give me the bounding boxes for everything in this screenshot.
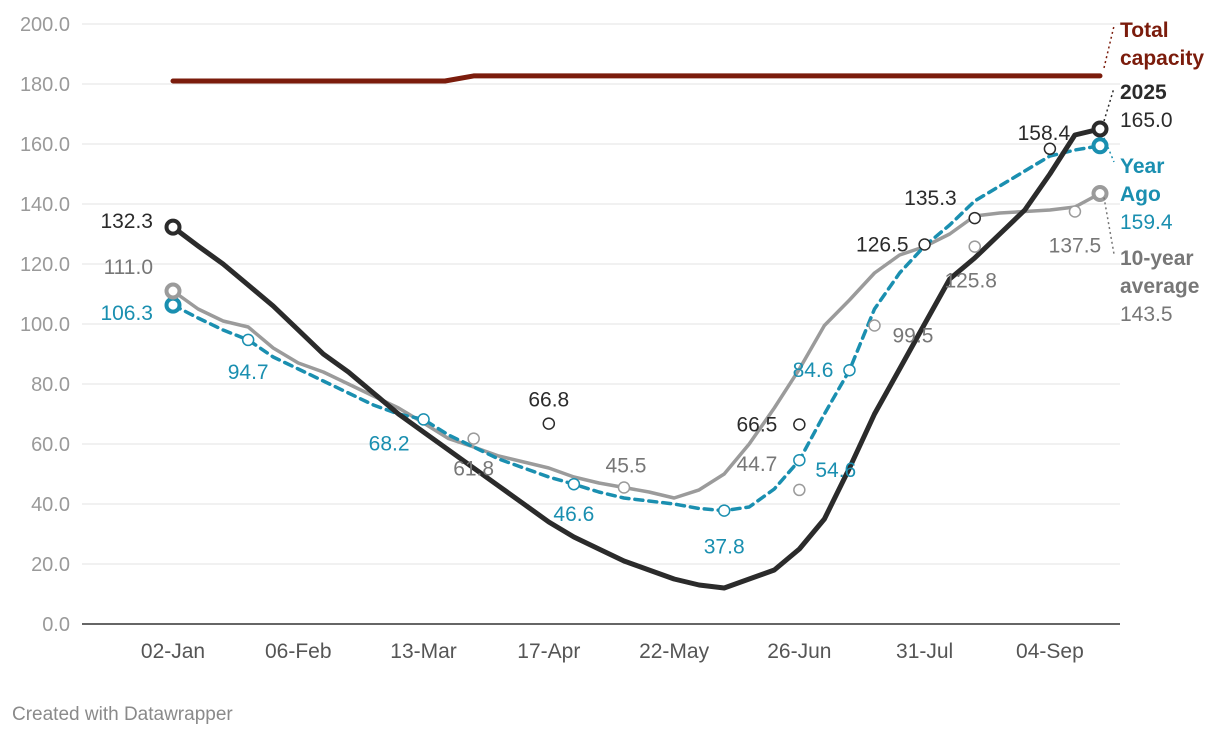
series-labels: 132.3 66.8 66.5 126.5 135.3 158.4 106.3 94.7 68.… [100, 19, 1204, 559]
series-end-label: Total [1120, 19, 1169, 42]
data-label: 135.3 [904, 187, 957, 210]
series-end-label: 2025 [1120, 81, 1167, 104]
data-label: 126.5 [856, 234, 909, 257]
data-point [868, 319, 881, 332]
series-end-value: 165.0 [1120, 109, 1173, 132]
x-tick-label: 26-Jun [767, 640, 831, 663]
x-tick-label: 04-Sep [1016, 640, 1084, 663]
end-point [1091, 185, 1109, 202]
y-tick-label: 20.0 [31, 554, 70, 576]
x-tick-label: 02-Jan [141, 640, 205, 663]
series-line-total-capacity [170, 73, 1103, 84]
data-point [843, 363, 856, 377]
y-tick-label: 100.0 [20, 314, 70, 336]
x-tick-label: 31-Jul [896, 640, 953, 663]
data-point [164, 282, 182, 300]
data-label: 68.2 [369, 432, 410, 455]
x-tick-label: 13-Mar [390, 640, 457, 663]
data-label: 54.6 [815, 459, 856, 482]
y-tick-label: 180.0 [20, 74, 70, 96]
data-point [717, 504, 731, 517]
connector-line [1103, 197, 1115, 255]
series-end-label: capacity [1120, 47, 1204, 70]
data-label: 132.3 [100, 210, 153, 233]
data-point [617, 481, 631, 494]
series-end-value: 143.5 [1120, 303, 1173, 326]
connector-line [1103, 137, 1115, 163]
data-label: 106.3 [100, 302, 153, 325]
y-tick-label: 160.0 [20, 134, 70, 156]
data-label: 137.5 [1049, 235, 1102, 258]
series-end-label: 10-year [1120, 247, 1194, 270]
data-point [793, 483, 806, 497]
y-tick-label: 80.0 [31, 374, 70, 396]
series-line-10-year-average [171, 191, 1102, 500]
data-point [164, 296, 182, 314]
data-point [467, 432, 480, 445]
series-end-value: 159.4 [1120, 211, 1173, 234]
y-tick-label: 200.0 [20, 14, 70, 36]
data-point [793, 418, 806, 431]
data-point [1068, 205, 1082, 218]
x-tick-label: 06-Feb [265, 640, 332, 663]
series-line-2025 [170, 126, 1103, 591]
data-label: 44.7 [736, 453, 777, 476]
series-end-label: Year [1120, 155, 1164, 178]
data-label: 99.5 [893, 325, 934, 348]
x-tick-label: 22-May [639, 640, 710, 663]
end-point [1091, 137, 1109, 155]
series-end-label: average [1120, 275, 1199, 298]
data-label: 37.8 [704, 536, 745, 559]
y-tick-label: 60.0 [31, 434, 70, 456]
data-label: 84.6 [793, 359, 834, 382]
data-label: 46.6 [553, 503, 594, 526]
data-point [793, 453, 806, 467]
series-line-year-ago [171, 144, 1102, 513]
chart: 0.0 20.0 40.0 60.0 80.0 100.0 120.0 140.0 160.0 1… [20, 14, 1204, 663]
data-point [417, 413, 430, 426]
series-lines [170, 73, 1103, 591]
data-point [918, 238, 931, 251]
data-label: 94.7 [228, 361, 269, 384]
connector-line [1103, 25, 1115, 69]
end-point [1091, 120, 1109, 138]
y-tick-label: 120.0 [20, 254, 70, 276]
connector-line [1103, 87, 1115, 122]
data-label: 66.5 [736, 414, 777, 437]
y-axis: 0.0 20.0 40.0 60.0 80.0 100.0 120.0 140.0 160.0 1… [20, 14, 70, 636]
data-label: 158.4 [1018, 122, 1071, 145]
data-point [567, 477, 581, 491]
x-axis: 02-Jan 06-Feb 13-Mar 17-Apr 22-May 26-Jun 31-J… [141, 640, 1084, 663]
y-tick-label: 40.0 [31, 494, 70, 516]
data-label: 45.5 [606, 455, 647, 478]
data-point [1043, 142, 1057, 156]
data-point [542, 417, 556, 430]
data-point [241, 333, 255, 347]
grid [82, 23, 1120, 625]
data-label: 61.8 [453, 458, 494, 481]
x-tick-label: 17-Apr [517, 640, 580, 663]
series-end-label: Ago [1120, 183, 1161, 206]
y-tick-label: 0.0 [42, 614, 70, 636]
data-point [164, 218, 182, 236]
data-label: 66.8 [528, 389, 569, 412]
data-label: 111.0 [104, 256, 153, 279]
data-point [968, 240, 981, 253]
credit-text: Created with Datawrapper [12, 704, 233, 725]
data-point [968, 211, 981, 225]
data-label: 125.8 [944, 270, 997, 293]
y-tick-label: 140.0 [20, 194, 70, 216]
data-points [164, 120, 1109, 517]
